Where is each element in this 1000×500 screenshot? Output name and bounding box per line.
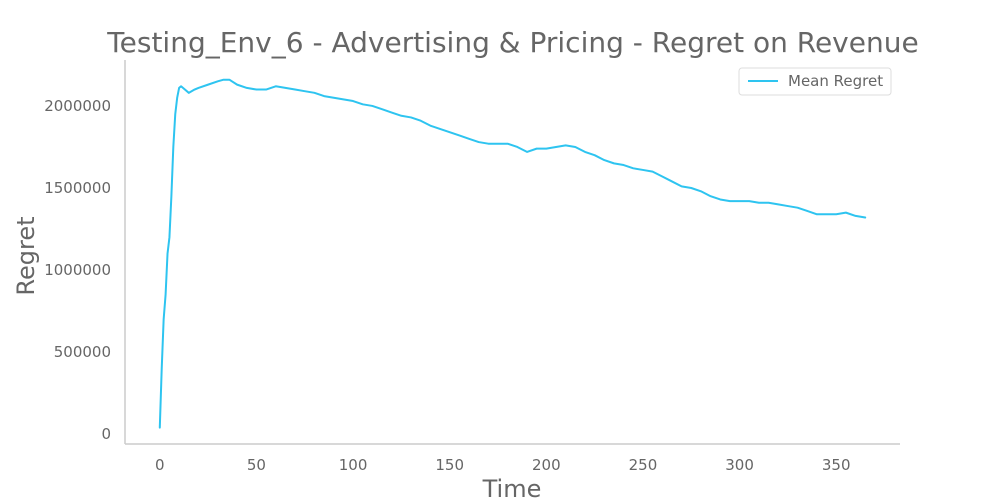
chart-title: Testing_Env_6 - Advertising & Pricing - …: [106, 26, 918, 59]
x-tick-label: 200: [532, 456, 561, 474]
title-layer: Testing_Env_6 - Advertising & Pricing - …: [106, 26, 918, 59]
legend: Mean Regret: [738, 67, 892, 96]
axis-layer: 0 50 100 150 200 250 300 350 0 500000 1000000 15000…: [44, 60, 900, 474]
x-tick-label: 150: [435, 456, 464, 474]
y-axis-label: Regret: [12, 216, 40, 295]
y-tick-label: 1000000: [44, 261, 111, 279]
x-tick-label: 0: [155, 456, 165, 474]
legend-frame: [738, 67, 892, 96]
x-tick-label: 300: [725, 456, 754, 474]
axis-label-layer: Time Regret: [12, 216, 541, 500]
x-tick-label: 100: [339, 456, 368, 474]
y-tick-label: 0: [101, 425, 111, 443]
y-tick-label: 500000: [54, 343, 111, 361]
series-layer: [158, 78, 867, 429]
y-tick-label: 1500000: [44, 179, 111, 197]
y-tick-label: 2000000: [44, 97, 111, 115]
x-tick-label: 50: [247, 456, 266, 474]
x-tick-label: 350: [822, 456, 851, 474]
x-tick-label: 250: [629, 456, 658, 474]
mean-regret-line: [158, 78, 867, 429]
x-axis-label: Time: [482, 475, 542, 500]
legend-item-mean-regret: Mean Regret: [788, 72, 883, 90]
